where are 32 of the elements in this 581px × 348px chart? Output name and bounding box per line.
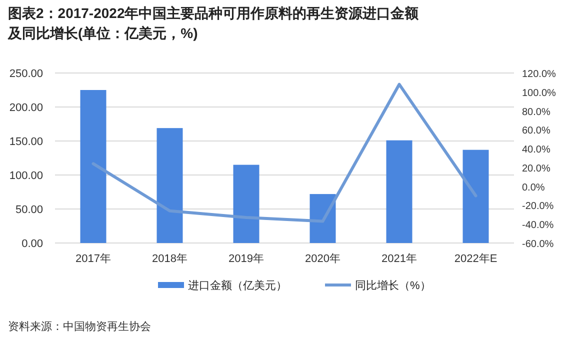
y-tick-label: 100.00 bbox=[9, 170, 43, 182]
y2-tick-label: 100.0% bbox=[522, 88, 556, 99]
bar bbox=[386, 140, 412, 243]
y2-tick-label: 120.0% bbox=[522, 69, 556, 80]
bar bbox=[233, 164, 260, 243]
y2-tick-label: -40.0% bbox=[522, 220, 554, 232]
x-tick-label: 2018年 bbox=[152, 253, 188, 265]
legend-label: 同比增长（%） bbox=[355, 279, 431, 292]
y2-tick-label: -20.0% bbox=[522, 201, 554, 212]
y-tick-label: 0.00 bbox=[22, 238, 43, 250]
bar bbox=[462, 150, 489, 243]
legend-label: 进口金额（亿美元） bbox=[188, 279, 287, 292]
y2-tick-label: 0.0% bbox=[522, 182, 545, 194]
bar bbox=[310, 194, 336, 243]
y2-tick-label: -60.0% bbox=[522, 239, 554, 250]
bar bbox=[156, 128, 183, 243]
y2-tick-label: 80.0% bbox=[522, 106, 550, 118]
y2-tick-label: 40.0% bbox=[522, 144, 550, 156]
title: 图表2：2017-2022年中国主要品种可用作原料的再生资源进口金额及同比增长(单位：亿美元，%) bbox=[8, 5, 419, 41]
y2-tick-label: 60.0% bbox=[522, 126, 550, 137]
x-tick-label: 2022年E bbox=[454, 253, 498, 265]
y-tick-label: 50.00 bbox=[15, 204, 43, 216]
bar bbox=[80, 90, 106, 243]
y2-tick-label: 20.0% bbox=[522, 163, 550, 174]
y-tick-label: 250.00 bbox=[9, 68, 43, 80]
x-tick-label: 2020年 bbox=[305, 253, 340, 265]
y-tick-label: 150.00 bbox=[9, 136, 43, 148]
y-tick-label: 200.00 bbox=[9, 102, 43, 114]
x-tick-label: 2017年 bbox=[76, 253, 111, 265]
x-tick-label: 2019年 bbox=[228, 253, 264, 265]
text: 资料来源：中国物资再生协会 bbox=[8, 320, 151, 333]
x-tick-label: 2021年 bbox=[382, 253, 417, 265]
